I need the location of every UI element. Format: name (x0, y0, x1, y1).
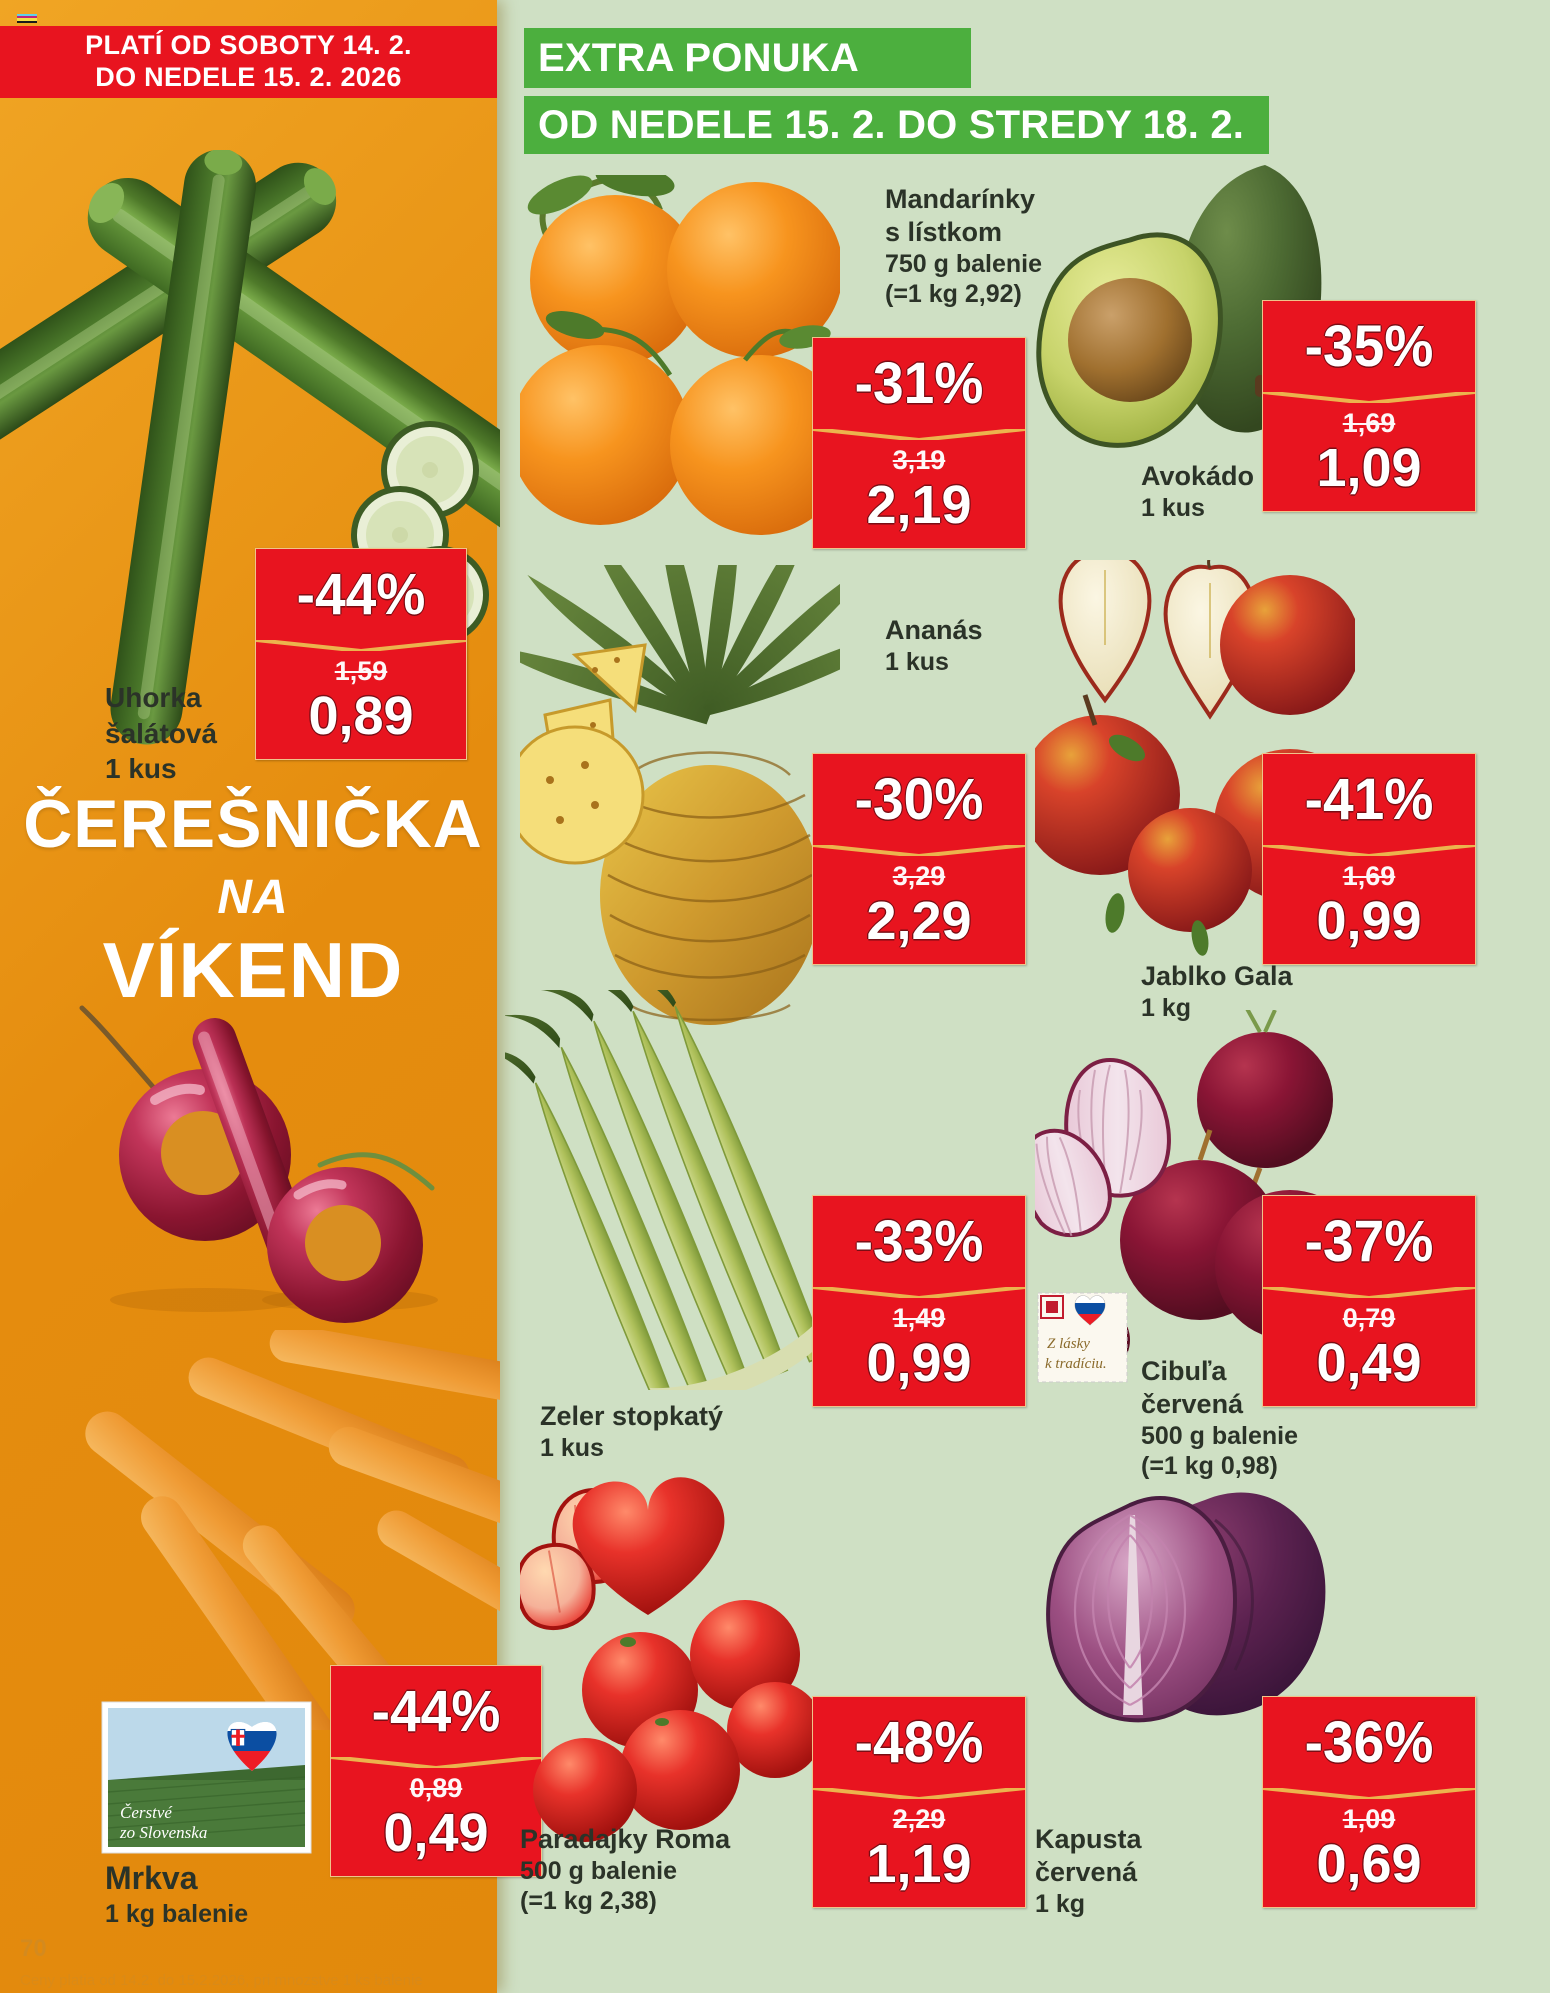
svg-text:k tradíciu.: k tradíciu. (1045, 1356, 1107, 1372)
svg-text:Čerstvé: Čerstvé (120, 1803, 173, 1822)
svg-text:Z lásky: Z lásky (1047, 1336, 1090, 1352)
svg-text:zo Slovenska: zo Slovenska (119, 1823, 207, 1842)
